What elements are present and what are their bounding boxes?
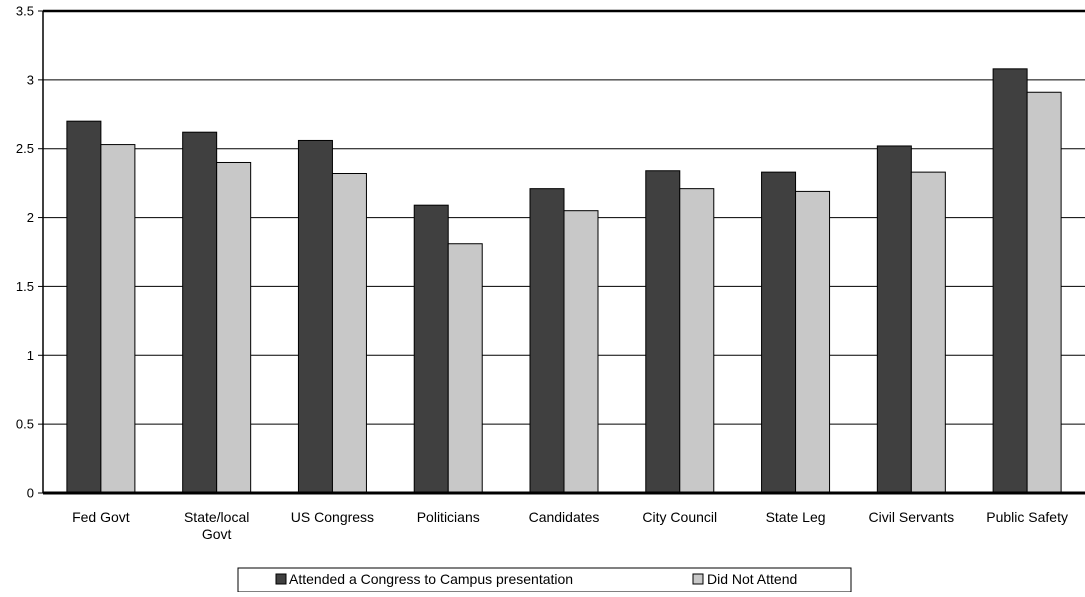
bar-series-1 (182, 131, 218, 494)
bars (66, 68, 1062, 494)
bar-series-2 (679, 188, 715, 494)
x-category-label: US Congress (291, 509, 374, 525)
bar-series-1 (876, 145, 912, 494)
legend: Attended a Congress to Campus presentati… (237, 567, 852, 593)
bar-series-2 (331, 173, 367, 494)
y-tick-label: 2.5 (16, 141, 34, 156)
y-tick-label: 1.5 (16, 279, 34, 294)
bar-series-1 (66, 120, 102, 494)
y-tick-label: 0 (27, 486, 34, 501)
legend-label-series-2: Did Not Attend (707, 571, 797, 587)
y-tick-label: 3.5 (16, 4, 34, 19)
y-axis-tick-labels: 0 0.5 1 1.5 2 2.5 3 3.5 (16, 4, 34, 501)
x-category-label: State Leg (766, 509, 826, 525)
bar-series-1 (761, 171, 797, 494)
bar-series-1 (413, 204, 449, 494)
x-category-label: Civil Servants (869, 509, 955, 525)
x-category-label: Public Safety (986, 509, 1068, 525)
bar-series-1 (992, 68, 1028, 494)
bar-series-2 (1026, 91, 1062, 494)
bar-series-2 (447, 243, 483, 494)
x-category-label: State/local (184, 509, 249, 525)
bar-series-1 (529, 188, 565, 494)
x-category-label: City Council (642, 509, 717, 525)
legend-label-series-1: Attended a Congress to Campus presentati… (289, 571, 573, 587)
y-tick-label: 1 (27, 348, 34, 363)
legend-swatch-series-1 (275, 573, 287, 585)
legend-box (237, 567, 852, 593)
bar-series-2 (563, 210, 599, 494)
bar-series-1 (645, 170, 681, 494)
axes (38, 9, 1085, 495)
y-tick-label: 0.5 (16, 417, 34, 432)
x-category-label: Govt (202, 526, 232, 542)
x-category-label: Fed Govt (72, 509, 130, 525)
bar-series-2 (100, 144, 136, 494)
y-tick-label: 3 (27, 72, 34, 87)
bar-series-2 (795, 190, 831, 494)
x-category-label: Candidates (529, 509, 600, 525)
legend-swatch-series-2 (692, 573, 704, 585)
x-category-label: Politicians (417, 509, 480, 525)
bar-series-2 (910, 171, 946, 494)
bar-series-1 (297, 139, 333, 494)
y-tick-label: 2 (27, 210, 34, 225)
bar-series-2 (216, 161, 252, 494)
